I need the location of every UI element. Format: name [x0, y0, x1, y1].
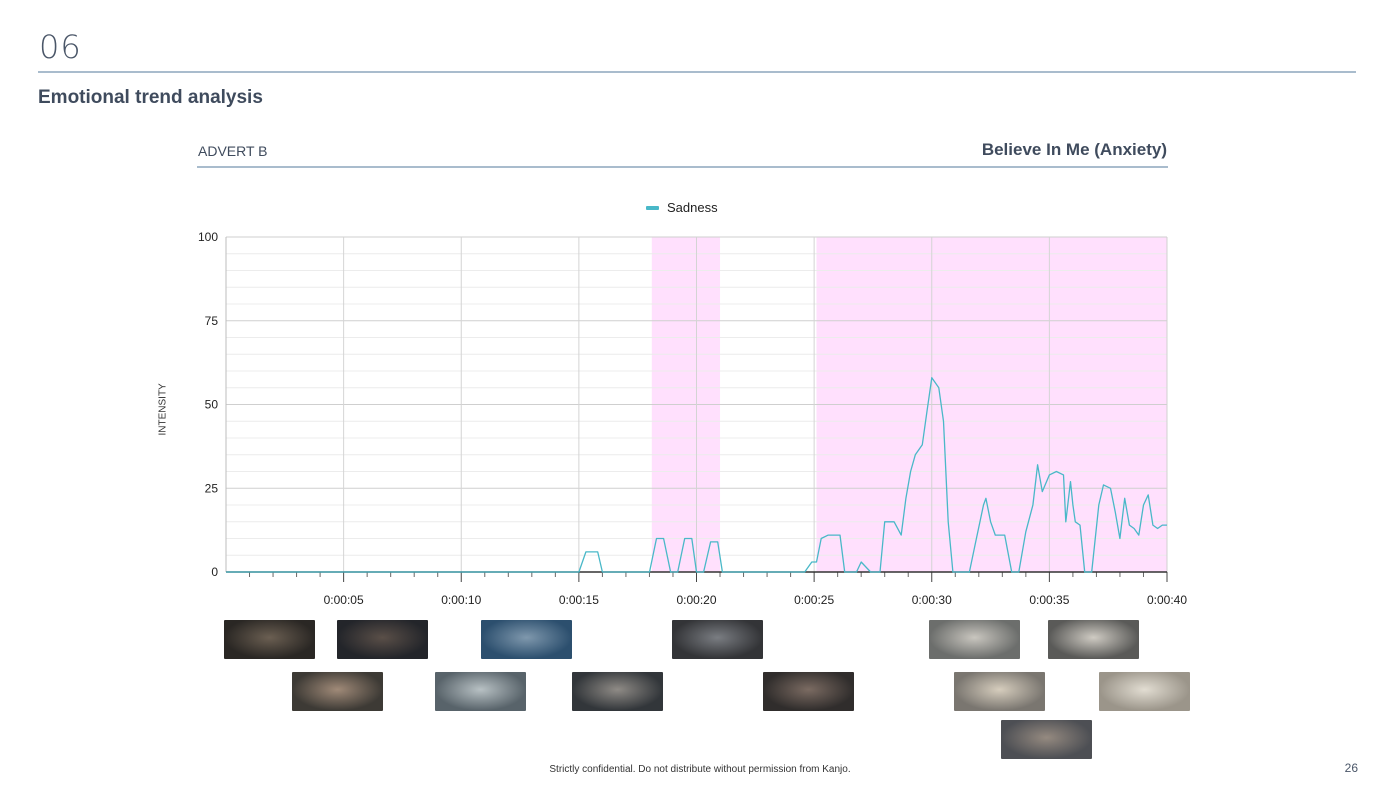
- x-tick-label: 0:00:20: [676, 593, 716, 607]
- y-tick-label-100: 100: [198, 230, 218, 244]
- x-tick-label: 0:00:10: [441, 593, 481, 607]
- video-frame-thumbnail: [337, 620, 428, 659]
- video-frame-thumbnail: [929, 620, 1020, 659]
- video-frame-thumbnail: [954, 672, 1045, 711]
- video-frame-thumbnail: [1048, 620, 1139, 659]
- emotion-trend-chart: 0 25 50 75 100 0:00:05 0:00:10 0:00:15 0:00:20 0:…: [198, 230, 1187, 607]
- video-frame-thumbnail: [292, 672, 383, 711]
- chart-divider: [197, 166, 1168, 168]
- y-tick-label-50: 50: [205, 398, 219, 412]
- y-tick-label-25: 25: [205, 481, 219, 495]
- advert-name: Believe In Me (Anxiety): [981, 140, 1167, 159]
- video-frame-thumbnail: [572, 672, 663, 711]
- page-title: Emotional trend analysis: [38, 87, 263, 108]
- confidentiality-footer: Strictly confidential. Do not distribute…: [549, 764, 851, 775]
- legend-label-sadness: Sadness: [667, 200, 718, 215]
- video-frame-thumbnail: [224, 620, 315, 659]
- chart-legend: Sadness: [646, 200, 718, 215]
- advert-label: ADVERT B: [198, 143, 268, 159]
- x-tick-label: 0:00:35: [1029, 593, 1069, 607]
- video-frame-thumbnail: [435, 672, 526, 711]
- video-frame-thumbnail: [481, 620, 572, 659]
- series-line-sadness: [226, 377, 1167, 573]
- video-frame-thumbnail: [763, 672, 854, 711]
- video-frame-thumbnail: [1099, 672, 1190, 711]
- video-frame-thumbnail: [672, 620, 763, 659]
- x-tick-label: 0:00:40: [1147, 593, 1187, 607]
- section-number: 06: [39, 28, 82, 66]
- page-number: 26: [1344, 761, 1358, 775]
- header-divider: [38, 71, 1356, 73]
- x-tick-label: 0:00:25: [794, 593, 834, 607]
- x-tick-label: 0:00:05: [324, 593, 364, 607]
- y-tick-label-0: 0: [211, 565, 218, 579]
- x-tick-label: 0:00:30: [912, 593, 952, 607]
- y-tick-label-75: 75: [205, 314, 219, 328]
- x-tick-label: 0:00:15: [559, 593, 599, 607]
- video-frame-thumbnail: [1001, 720, 1092, 759]
- legend-swatch-sadness: [646, 205, 659, 210]
